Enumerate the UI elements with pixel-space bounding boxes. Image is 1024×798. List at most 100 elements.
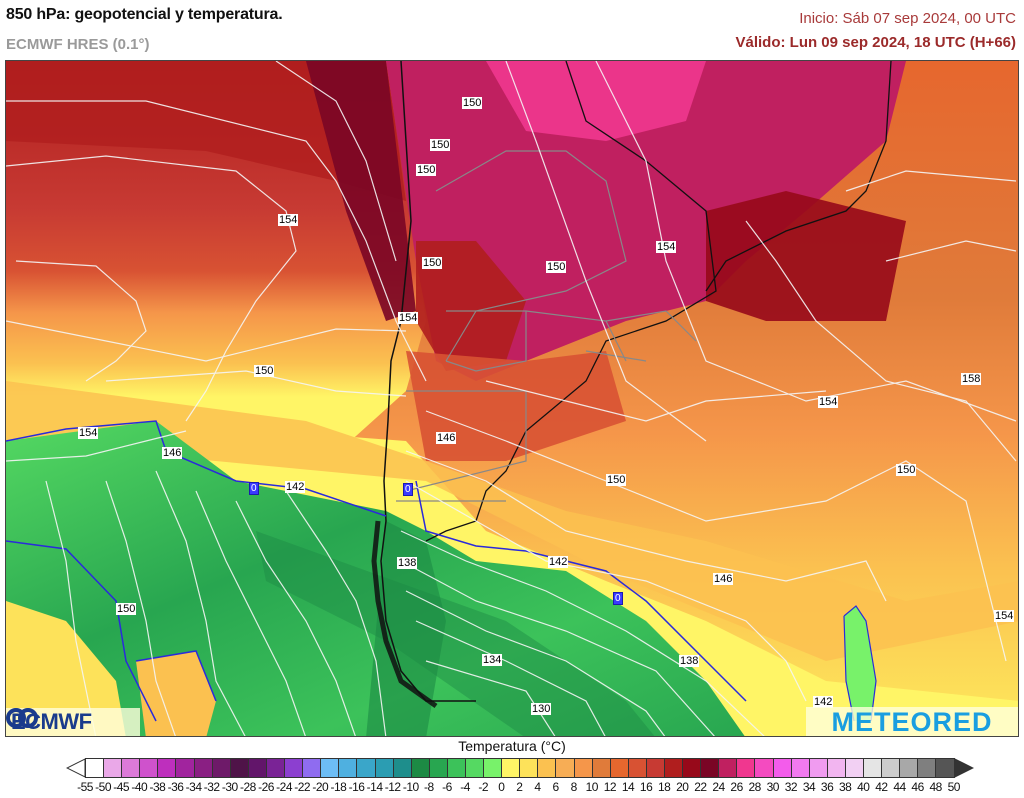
colorbar-tick: -12 bbox=[384, 780, 401, 794]
colorbar-under-arrow-icon bbox=[66, 758, 86, 778]
contour-label: 146 bbox=[436, 432, 457, 444]
zero-isotherm-marker: 0 bbox=[613, 592, 623, 605]
colorbar-swatch bbox=[610, 758, 629, 778]
colorbar-swatch bbox=[266, 758, 286, 778]
contour-label: 150 bbox=[546, 261, 567, 273]
weather-map[interactable]: 150 150 150 154 154 150 150 154 150 158 154 154 146 1… bbox=[5, 60, 1019, 737]
model-name: ECMWF HRES (0.1°) bbox=[6, 36, 150, 53]
colorbar-tick: 6 bbox=[552, 780, 560, 794]
colorbar-swatch bbox=[918, 758, 937, 778]
colorbar-tick: -14 bbox=[366, 780, 383, 794]
colorbar-tick: -26 bbox=[258, 780, 274, 794]
colorbar-tick: 32 bbox=[784, 780, 798, 794]
colorbar-title: Temperatura (°C) bbox=[458, 738, 566, 754]
contour-label: 146 bbox=[713, 573, 734, 585]
colorbar-swatch bbox=[538, 758, 557, 778]
colorbar-swatch bbox=[465, 758, 485, 778]
contour-label: 142 bbox=[813, 696, 834, 708]
colorbar-swatch bbox=[447, 758, 466, 778]
contour-label: 142 bbox=[285, 481, 306, 493]
contour-label: 158 bbox=[961, 373, 982, 385]
colorbar-swatch bbox=[827, 758, 846, 778]
contour-label: 146 bbox=[162, 447, 183, 459]
colorbar-swatch bbox=[646, 758, 665, 778]
colorbar-tick: 22 bbox=[694, 780, 707, 794]
colorbar-tick: 48 bbox=[929, 780, 943, 794]
colorbar-tick: 14 bbox=[621, 780, 635, 794]
colorbar-swatch bbox=[140, 758, 159, 778]
colorbar-swatch bbox=[375, 758, 394, 778]
colorbar-swatch bbox=[809, 758, 828, 778]
colorbar-tick: 44 bbox=[893, 780, 906, 794]
colorbar-tick: 18 bbox=[658, 780, 671, 794]
colorbar-swatch bbox=[845, 758, 865, 778]
colorbar-swatch bbox=[122, 758, 141, 778]
colorbar-tick: 0 bbox=[498, 780, 505, 794]
colorbar-tick: 46 bbox=[911, 780, 924, 794]
contour-label: 150 bbox=[254, 365, 275, 377]
contour-label: 154 bbox=[398, 312, 419, 324]
valid-time: Válido: Lun 09 sep 2024, 18 UTC (H+66) bbox=[735, 34, 1016, 51]
colorbar-swatch bbox=[357, 758, 376, 778]
colorbar-swatch bbox=[285, 758, 304, 778]
colorbar-tick: 30 bbox=[766, 780, 780, 794]
colorbar-swatch bbox=[882, 758, 901, 778]
colorbar-tick: 28 bbox=[748, 780, 762, 794]
colorbar-tick: -24 bbox=[276, 780, 293, 794]
contour-label: 130 bbox=[531, 703, 552, 715]
colorbar-tick: 12 bbox=[603, 780, 617, 794]
colorbar-tick: -40 bbox=[131, 780, 148, 794]
colorbar-swatches bbox=[85, 758, 955, 778]
colorbar-swatch bbox=[502, 758, 521, 778]
colorbar-swatch bbox=[628, 758, 647, 778]
colorbar-swatch bbox=[411, 758, 430, 778]
colorbar-tick: -18 bbox=[330, 780, 347, 794]
colorbar-swatch bbox=[484, 758, 503, 778]
contour-label: 154 bbox=[78, 427, 99, 439]
colorbar-swatch bbox=[85, 758, 105, 778]
colorbar-tick: 16 bbox=[639, 780, 653, 794]
colorbar-swatch bbox=[303, 758, 322, 778]
init-time: Inicio: Sáb 07 sep 2024, 00 UTC bbox=[799, 10, 1016, 27]
meteored-logo-text: METEORED bbox=[831, 707, 993, 737]
contour-label: 154 bbox=[818, 396, 839, 408]
colorbar-tick: -4 bbox=[460, 780, 470, 794]
colorbar-tick: 8 bbox=[570, 780, 578, 794]
colorbar-tick-labels: -55 -50 -45 -40 -38 -36 -34 -32 -30 -28 -26 -24 -22-… bbox=[0, 780, 1024, 796]
zero-isotherm-marker: 0 bbox=[249, 482, 259, 495]
colorbar-swatch bbox=[339, 758, 358, 778]
contour-label: 150 bbox=[462, 97, 483, 109]
contour-label: 150 bbox=[116, 603, 137, 615]
contour-label: 150 bbox=[430, 139, 451, 151]
colorbar-swatch bbox=[900, 758, 919, 778]
colorbar-swatch bbox=[773, 758, 792, 778]
colorbar-tick: -50 bbox=[95, 780, 112, 794]
colorbar-tick: 10 bbox=[585, 780, 599, 794]
colorbar-tick: 26 bbox=[730, 780, 743, 794]
contour-label: 154 bbox=[994, 610, 1015, 622]
contour-label: 138 bbox=[679, 655, 700, 667]
map-title: 850 hPa: geopotencial y temperatura. bbox=[6, 6, 283, 23]
colorbar-tick: 42 bbox=[875, 780, 888, 794]
colorbar-swatch bbox=[248, 758, 267, 778]
contour-label: 142 bbox=[548, 556, 569, 568]
meteored-logo: METEORED bbox=[806, 707, 1018, 737]
colorbar-swatch bbox=[321, 758, 340, 778]
colorbar-swatch bbox=[936, 758, 955, 778]
colorbar-over-arrow-icon bbox=[954, 758, 974, 778]
colorbar-swatch bbox=[665, 758, 684, 778]
colorbar-tick: 20 bbox=[676, 780, 689, 794]
colorbar-swatch bbox=[429, 758, 448, 778]
colorbar-swatch bbox=[592, 758, 611, 778]
contour-label: 150 bbox=[422, 257, 443, 269]
colorbar-tick: -32 bbox=[203, 780, 220, 794]
colorbar-swatch bbox=[755, 758, 774, 778]
colorbar-tick: -10 bbox=[402, 780, 419, 794]
colorbar-tick: -6 bbox=[442, 780, 452, 794]
contour-label: 150 bbox=[606, 474, 627, 486]
contour-label: 150 bbox=[896, 464, 917, 476]
colorbar-tick: 24 bbox=[712, 780, 725, 794]
colorbar-swatch bbox=[158, 758, 177, 778]
colorbar-swatch bbox=[212, 758, 231, 778]
temperature-field bbox=[6, 61, 1018, 736]
